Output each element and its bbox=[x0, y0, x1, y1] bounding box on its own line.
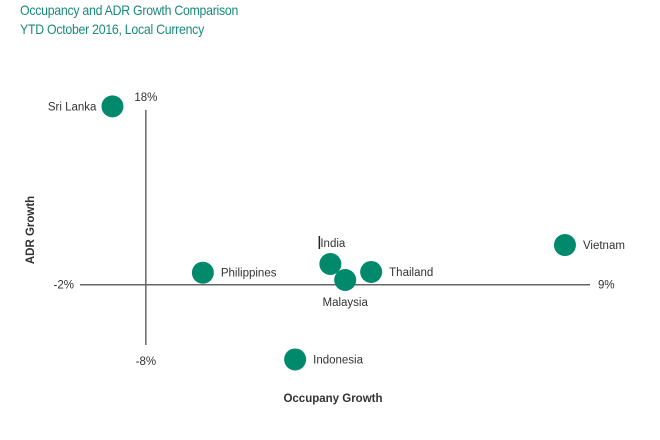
data-point-india bbox=[319, 253, 342, 276]
data-point-philippines bbox=[191, 261, 214, 284]
data-point-malaysia bbox=[334, 269, 357, 292]
data-label-malaysia: Malaysia bbox=[323, 297, 369, 309]
data-label-thailand: Thailand bbox=[389, 267, 433, 279]
chart-title: Occupancy and ADR Growth Comparison bbox=[20, 2, 239, 18]
data-label-sri-lanka: Sri Lanka bbox=[48, 101, 97, 113]
data-point-vietnam bbox=[553, 234, 576, 257]
x-tick-label-min: -2% bbox=[54, 280, 74, 292]
y-tick-label-min: -8% bbox=[136, 356, 156, 368]
x-tick-label-max: 9% bbox=[598, 280, 615, 292]
data-point-indonesia bbox=[284, 348, 307, 371]
y-tick-label-max: 18% bbox=[134, 92, 157, 104]
data-label-vietnam: Vietnam bbox=[583, 240, 625, 252]
data-label-indonesia: Indonesia bbox=[313, 354, 363, 366]
chart-subtitle: YTD October 2016, Local Currency bbox=[20, 21, 204, 37]
data-label-philippines: Philippines bbox=[221, 268, 277, 280]
y-axis-title: ADR Growth bbox=[25, 196, 37, 264]
data-label-india: India bbox=[320, 238, 346, 250]
x-axis-title: Occupany Growth bbox=[283, 393, 382, 405]
data-point-thailand bbox=[360, 260, 383, 283]
points-group: Sri Lanka Philippines India Malaysia Thailan… bbox=[48, 95, 625, 371]
data-point-sri-lanka bbox=[101, 95, 124, 118]
